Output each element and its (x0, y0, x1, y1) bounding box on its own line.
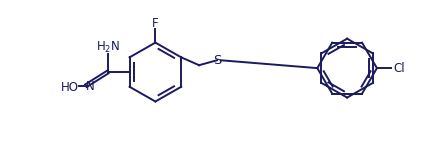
Text: H$_2$N: H$_2$N (95, 40, 120, 55)
Text: N: N (85, 80, 94, 93)
Text: HO: HO (61, 81, 79, 94)
Text: F: F (152, 17, 158, 30)
Text: S: S (212, 54, 221, 67)
Text: Cl: Cl (392, 62, 404, 75)
